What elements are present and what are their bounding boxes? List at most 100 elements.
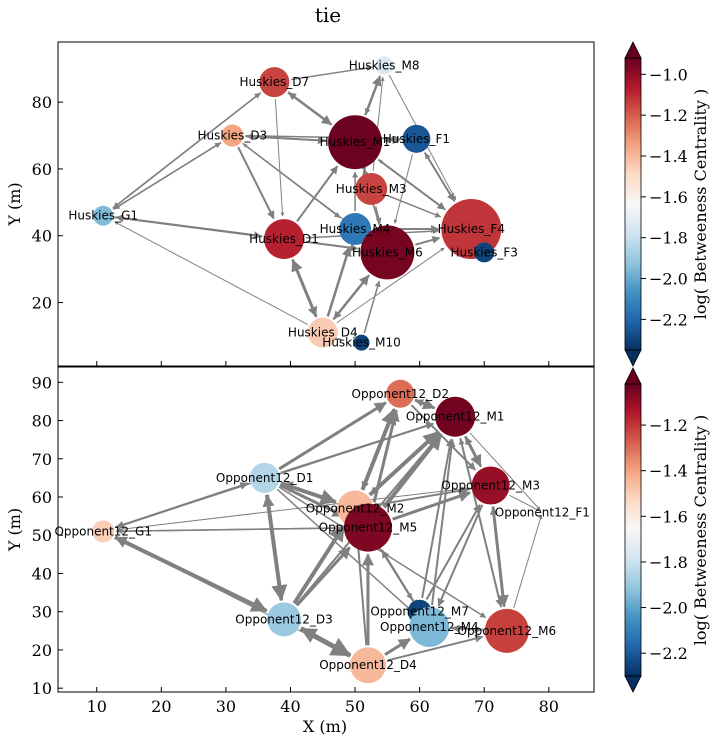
x-tick-label: 40 [280, 697, 300, 716]
x-axis-label: X (m) [303, 717, 347, 736]
edge-Huskies_D4-Huskies_F4 [336, 247, 445, 324]
node-label-Opponent12_G1: Opponent12_G1 [54, 524, 152, 538]
x-tick-label: 20 [151, 697, 171, 716]
node-label-Opponent12_M1: Opponent12_M1 [406, 410, 505, 424]
edge-Opponent12_M3-Opponent12_M1 [464, 436, 482, 468]
edges-layer [112, 65, 488, 334]
edge-Opponent12_D4-Opponent12_D3 [300, 627, 352, 658]
labels-layer: Huskies_G1 Huskies_D3 Huskies_D7 Huskies_D1… [68, 58, 518, 349]
edge-Opponent12_D1-Opponent12_M1 [280, 422, 435, 474]
node-label-Huskies_M1: Huskies_M1 [320, 135, 391, 149]
x-tick-label: 30 [216, 697, 236, 716]
colorbar-extend-min [624, 349, 642, 367]
edge-Huskies_M1-Huskies_D7 [288, 92, 333, 126]
node-Huskies_M1 [328, 115, 383, 170]
colorbar-tick-label: −1.8 [649, 553, 688, 572]
node-label-Opponent12_F1: Opponent12_F1 [495, 505, 590, 519]
y-tick-label: 40 [32, 227, 52, 246]
node-Huskies_G1 [93, 205, 114, 226]
edge-Huskies_D7-Huskies_M8 [291, 65, 373, 81]
node-label-Opponent12_M6: Opponent12_M6 [458, 624, 557, 638]
y-tick-label: 20 [32, 641, 52, 660]
edge-Huskies_D1-Huskies_G1 [115, 214, 263, 238]
node-Huskies_M4 [339, 213, 372, 246]
colorbar-label: log( Betweeness Centrality ) [691, 89, 710, 320]
y-tick-label: 60 [32, 160, 52, 179]
nodes-layer [92, 379, 529, 684]
y-tick-label: 10 [32, 679, 52, 698]
node-label-Huskies_M8: Huskies_M8 [349, 58, 420, 72]
node-Opponent12_M4 [409, 607, 450, 647]
edge-Opponent12_M3-Opponent12_G1 [116, 487, 470, 532]
colorbar-tick-label: −1.8 [649, 229, 688, 248]
edge-Opponent12_D1-Opponent12_D2 [278, 401, 387, 471]
edge-Opponent12_M2-Opponent12_D1 [280, 481, 337, 504]
edge-Huskies_F4-Huskies_F1 [424, 152, 456, 203]
node-label-Huskies_D4: Huskies_D4 [288, 326, 358, 340]
node-label-Opponent12_D3: Opponent12_D3 [235, 612, 332, 626]
node-Huskies_F3 [474, 242, 495, 263]
y-tick-label: 20 [32, 294, 52, 313]
edge-Opponent12_M3-Opponent12_F1 [509, 494, 541, 512]
node-Huskies_M3 [355, 172, 388, 205]
edge-Huskies_D4-Huskies_G1 [114, 221, 309, 326]
edge-Huskies_D4-Huskies_M4 [326, 246, 352, 317]
x-axis-ticks: 10 20 30 40 50 60 70 80 [87, 687, 559, 716]
colorbar-tick-label: −1.2 [649, 106, 688, 125]
node-label-Opponent12_D4: Opponent12_D4 [319, 658, 416, 672]
node-label-Opponent12_M7: Opponent12_M7 [370, 605, 469, 619]
node-Huskies_M8 [375, 56, 394, 75]
y-axis-label: Y (m) [5, 182, 24, 226]
edge-Huskies_F1-Huskies_M6 [393, 154, 413, 224]
y-tick-label: 90 [32, 373, 52, 392]
edge-Huskies_D3-Huskies_G1 [113, 141, 222, 210]
edge-Opponent12_M2-Opponent12_M3 [374, 486, 470, 507]
y-tick-label: 80 [32, 412, 52, 431]
edge-Opponent12_D4-Opponent12_G1 [115, 537, 351, 657]
colorbar-bottom: −2.2 −2.0 −1.8 −1.6 −1.4 −1.2 log( Betweeness … [624, 367, 710, 693]
edge-Opponent12_M6-Opponent12_M1 [458, 438, 502, 608]
y-tick-label: 70 [32, 450, 52, 469]
node-Huskies_F1 [402, 124, 431, 153]
node-label-Huskies_M3: Huskies_M3 [336, 182, 407, 196]
node-Huskies_D4 [307, 317, 338, 348]
y-axis-ticks: 10 20 30 40 50 60 70 80 90 [32, 373, 63, 698]
x-tick-label: 50 [345, 697, 365, 716]
edge-Huskies_D1-Huskies_M1 [296, 165, 339, 222]
colorbar-frame [624, 383, 642, 677]
node-label-Opponent12_M2: Opponent12_M2 [306, 501, 405, 515]
edge-Opponent12_M6-Opponent12_F1 [513, 514, 543, 608]
edge-Huskies_M1-Huskies_D3 [245, 133, 327, 142]
labels-layer: Opponent12_G1 Opponent12_D1 Opponent12_D2 O… [54, 387, 589, 672]
node-label-Opponent12_M5: Opponent12_M5 [319, 521, 418, 535]
x-tick-label: 60 [409, 697, 429, 716]
edge-Opponent12_M3-Opponent12_M4 [437, 504, 484, 607]
colorbar-tick-label: −1.2 [649, 416, 688, 435]
edge-Huskies_F1-Huskies_M1 [384, 137, 401, 144]
node-label-Huskies_M6: Huskies_M6 [352, 245, 423, 259]
node-Opponent12_M1 [435, 396, 476, 437]
node-label-Huskies_D7: Huskies_D7 [239, 75, 309, 89]
node-label-Opponent12_M4: Opponent12_M4 [380, 620, 479, 634]
colorbar-frame [624, 57, 642, 351]
figure-title: tie [315, 3, 341, 27]
colorbar-label: log( Betweeness Centrality ) [691, 415, 710, 646]
edge-Opponent12_M5-Opponent12_M7 [380, 549, 413, 600]
x-tick-label: 80 [539, 697, 559, 716]
edge-Opponent12_D4-Opponent12_M4 [384, 637, 411, 656]
node-Huskies_D1 [264, 219, 305, 260]
edge-Opponent12_D3-Opponent12_D1 [262, 494, 283, 601]
edge-Opponent12_D2-Opponent12_M2 [361, 408, 396, 490]
colorbar-extend-max [624, 41, 642, 59]
edge-Opponent12_M1-Opponent12_F1 [469, 432, 541, 511]
node-label-Huskies_M4: Huskies_M4 [320, 222, 391, 236]
y-tick-label: 80 [32, 93, 52, 112]
colorbar-gradient [625, 58, 641, 350]
edge-Opponent12_M5-Opponent12_G1 [116, 527, 342, 535]
colorbar-tick-label: −1.4 [649, 147, 688, 166]
y-tick-label: 60 [32, 488, 52, 507]
x-tick-label: 70 [474, 697, 494, 716]
node-Huskies_D3 [221, 124, 244, 147]
edge-Huskies_D7-Huskies_G1 [112, 91, 262, 209]
